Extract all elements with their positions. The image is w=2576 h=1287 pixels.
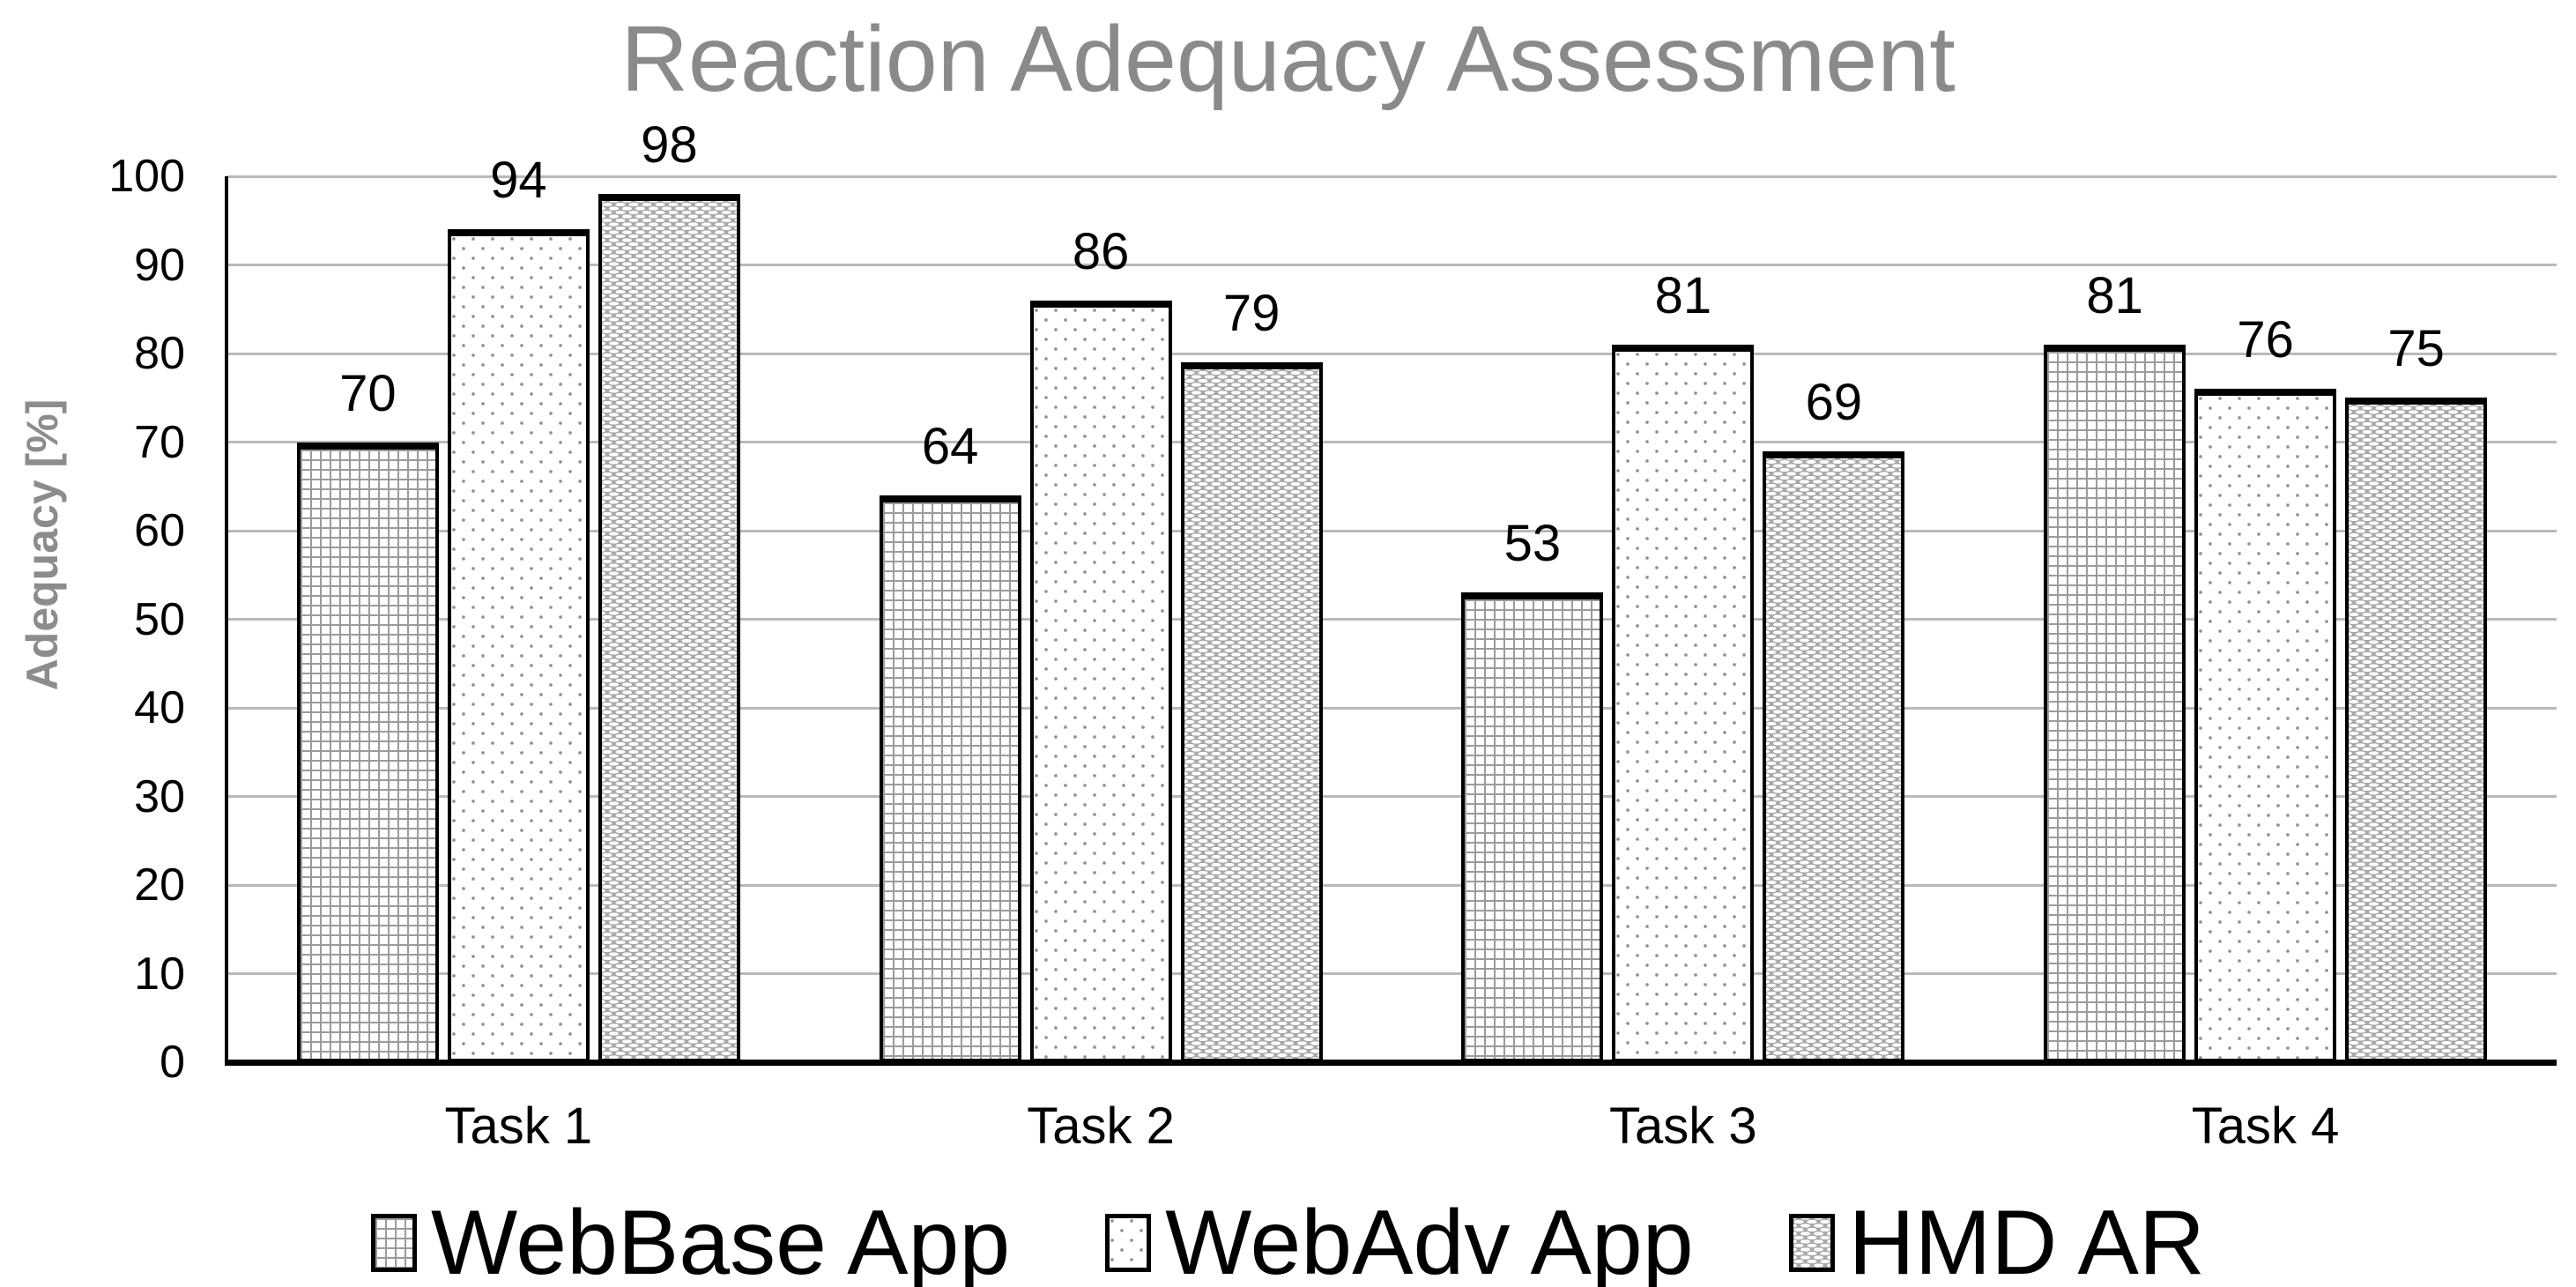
- fine-grid-swatch: [370, 1214, 417, 1272]
- y-tick-label: 20: [134, 859, 185, 911]
- value-label: 69: [1805, 373, 1863, 431]
- gridline: [227, 795, 2557, 798]
- gridline: [227, 352, 2557, 355]
- y-tick-label: 10: [134, 948, 185, 1000]
- value-label: 76: [2237, 311, 2294, 369]
- y-tick-label: 40: [134, 682, 185, 733]
- gridline: [227, 264, 2557, 266]
- bar-webadv-app: [1029, 300, 1172, 1062]
- legend-item: HMD AR: [1788, 1192, 2206, 1287]
- value-label: 64: [921, 417, 979, 475]
- x-category-label: Task 4: [2191, 1097, 2340, 1155]
- gridline: [227, 706, 2557, 710]
- value-label: 70: [339, 364, 397, 422]
- bar-webbase-app: [1461, 592, 1604, 1062]
- x-category-label: Task 3: [1609, 1097, 1757, 1155]
- y-tick-label: 70: [134, 416, 185, 468]
- value-label: 53: [1503, 515, 1562, 573]
- legend-label: WebAdv App: [1165, 1192, 1694, 1287]
- value-label: 94: [490, 152, 547, 210]
- y-tick-label: 30: [134, 770, 185, 822]
- bar-webbase-app: [879, 495, 1021, 1062]
- value-label: 75: [2387, 320, 2445, 378]
- x-category-label: Task 1: [444, 1097, 593, 1155]
- gridline: [227, 883, 2557, 887]
- gridline: [227, 529, 2557, 532]
- gridline: [227, 972, 2557, 975]
- y-tick-label: 50: [134, 593, 185, 645]
- y-tick-label: 100: [108, 151, 185, 202]
- legend-item: WebBase App: [370, 1192, 1011, 1287]
- bar-webadv-app: [2194, 389, 2337, 1062]
- bar-hmd-ar: [598, 194, 740, 1062]
- y-axis-line: [225, 176, 228, 1062]
- value-label: 79: [1222, 285, 1281, 343]
- gridline: [227, 175, 2557, 178]
- white-dashes-on-gray-swatch: [1788, 1214, 1835, 1272]
- legend-label: WebBase App: [430, 1192, 1011, 1287]
- value-label: 98: [641, 116, 698, 175]
- legend-item: WebAdv App: [1105, 1192, 1694, 1287]
- bar-hmd-ar: [1180, 362, 1323, 1062]
- value-label: 81: [1654, 266, 1712, 324]
- bar-hmd-ar: [2345, 398, 2488, 1062]
- y-tick-label: 60: [134, 505, 185, 556]
- value-label: 86: [1072, 222, 1130, 280]
- value-label: 81: [2086, 266, 2143, 324]
- gridline: [227, 618, 2557, 621]
- x-category-label: Task 2: [1027, 1097, 1175, 1155]
- bar-webbase-app: [296, 442, 439, 1062]
- y-tick-label: 80: [134, 328, 185, 379]
- y-tick-label: 0: [160, 1037, 185, 1088]
- y-tick-label: 90: [134, 239, 185, 291]
- bar-webadv-app: [1612, 344, 1755, 1062]
- sparse-dots-swatch: [1105, 1214, 1152, 1272]
- legend-label: HMD AR: [1848, 1192, 2206, 1287]
- bar-webadv-app: [447, 229, 590, 1062]
- legend: WebBase App WebAdv App HMD AR: [0, 1197, 2576, 1287]
- bar-webbase-app: [2044, 344, 2186, 1062]
- gridline: [227, 441, 2557, 443]
- bar-hmd-ar: [1763, 450, 1905, 1062]
- chart-title: Reaction Adequacy Assessment: [620, 7, 1956, 111]
- x-axis-line: [225, 1060, 2557, 1066]
